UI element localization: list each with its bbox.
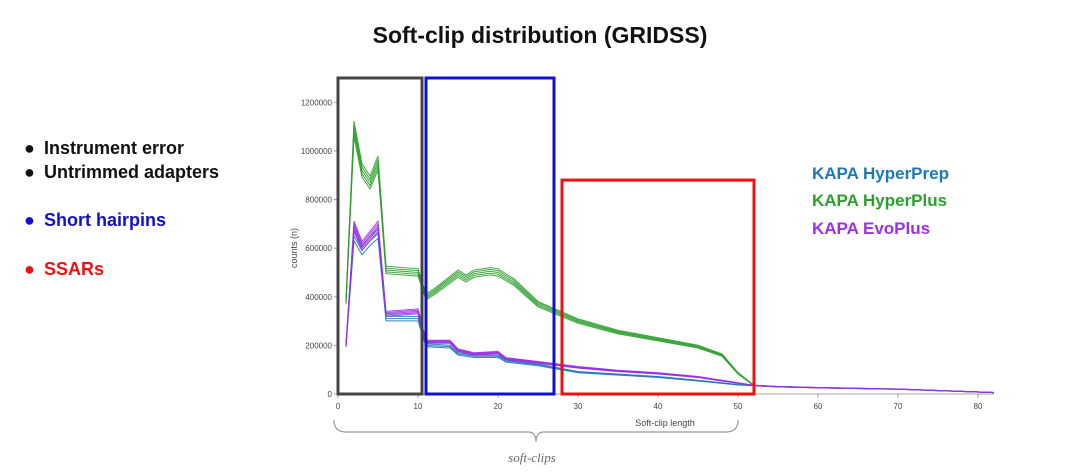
- brace: [333, 419, 739, 443]
- bullet-icon: ●: [24, 138, 35, 158]
- legend-item-hyperprep: KAPA HyperPrep: [812, 164, 949, 183]
- series-line-kapa-hyperplus: [345, 132, 995, 394]
- series-line-kapa-hyperprep: [345, 227, 995, 393]
- y-tick-label: 400000: [305, 293, 332, 302]
- y-tick-label: 800000: [305, 196, 332, 205]
- x-tick-label: 0: [336, 402, 341, 411]
- y-tick-label: 600000: [305, 244, 332, 253]
- bullet-icon: ●: [24, 259, 35, 279]
- x-tick-label: 20: [494, 402, 503, 411]
- y-tick-label: 200000: [305, 341, 332, 350]
- note-ssars: ● SSARs: [24, 259, 104, 280]
- series-line-kapa-hyperprep: [345, 232, 995, 393]
- bullet-icon: ●: [24, 210, 35, 230]
- brace-shape: [333, 419, 739, 443]
- legend-item-hyperplus: KAPA HyperPlus: [812, 191, 948, 210]
- x-tick-label: 10: [414, 402, 423, 411]
- note-label: Instrument error: [44, 138, 185, 158]
- legend-item-evoplus: KAPA EvoPlus: [812, 219, 931, 238]
- x-tick-label: 40: [654, 402, 663, 411]
- series-lines: [345, 121, 995, 394]
- series-line-kapa-hyperplus: [345, 136, 995, 394]
- note-label: Short hairpins: [44, 210, 167, 230]
- highlight-box: [560, 178, 756, 396]
- x-tick-label: 80: [974, 402, 983, 411]
- note-instrument-error: ● Instrument error: [24, 138, 184, 159]
- highlight-box: [336, 76, 424, 396]
- series-line-kapa-hyperplus: [345, 121, 995, 393]
- chart-title: Soft-clip distribution (GRIDSS): [372, 22, 708, 48]
- x-tick-label: 60: [814, 402, 823, 411]
- y-tick-label: 1000000: [301, 147, 333, 156]
- series-line-kapa-hyperprep: [345, 237, 995, 394]
- x-tick-label: 50: [734, 402, 743, 411]
- series-line-kapa-evoplus: [345, 222, 995, 393]
- note-untrimmed-adapters: ● Untrimmed adapters: [24, 162, 219, 183]
- x-tick-label: 30: [574, 402, 583, 411]
- series-line-kapa-hyperplus: [345, 128, 995, 393]
- x-axis-label: Soft-clip length: [635, 418, 695, 428]
- y-tick-label: 1200000: [301, 98, 333, 107]
- axes: 0 10 20 30 40 50 60 70 80 0 200000 400000 600000 8000…: [301, 78, 994, 411]
- highlight-boxes: [336, 76, 756, 396]
- x-tick-label: 70: [894, 402, 903, 411]
- note-label: Untrimmed adapters: [44, 162, 220, 182]
- bullet-icon: ●: [24, 162, 35, 182]
- note-short-hairpins: ● Short hairpins: [24, 210, 166, 231]
- highlight-box: [424, 76, 556, 396]
- series-line-kapa-evoplus: [345, 225, 995, 393]
- brace-label: soft-clips: [508, 450, 556, 465]
- series-line-kapa-hyperplus: [345, 125, 995, 393]
- y-axis-label: counts (n): [289, 228, 299, 268]
- series-line-kapa-evoplus: [345, 219, 995, 393]
- series-line-kapa-evoplus: [345, 227, 995, 394]
- series-line-kapa-evoplus: [345, 230, 995, 394]
- note-label: SSARs: [44, 259, 105, 279]
- y-tick-label: 0: [328, 390, 333, 399]
